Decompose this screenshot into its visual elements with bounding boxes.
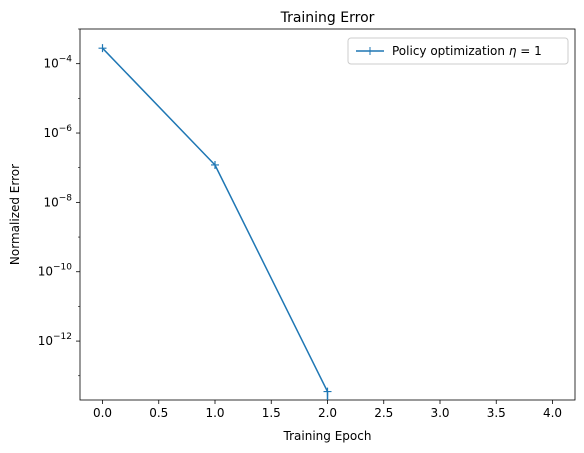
legend-marker-sample — [366, 47, 374, 55]
y-tick-label: 10−4 — [43, 55, 72, 71]
data-point-marker — [323, 387, 332, 396]
legend-entry-label: Policy optimization η = 1 — [392, 44, 542, 58]
y-tick-label: 10−10 — [38, 263, 73, 279]
y-tick-label: 10−12 — [38, 332, 72, 348]
y-tick-label: 10−6 — [43, 124, 72, 140]
legend-label-prefix: Policy optimization — [392, 44, 509, 58]
legend: Policy optimization η = 1 — [347, 37, 569, 65]
series-line — [101, 47, 329, 400]
y-axis-ticks: 10−12 10−10 10−8 10−6 10−4 — [38, 28, 80, 377]
x-tick-label: 2.0 — [318, 406, 337, 420]
chart-title: Training Error — [280, 10, 375, 26]
x-tick-label: 2.5 — [374, 406, 393, 420]
x-tick-label: 1.0 — [205, 406, 224, 420]
x-axis-label: Training Epoch — [283, 429, 372, 443]
data-point-marker — [98, 44, 107, 53]
x-tick-label: 4.0 — [543, 406, 562, 420]
x-axis-ticks: 0.0 0.5 1.0 1.5 2.0 2.5 3.0 3.5 4.0 — [93, 400, 562, 420]
y-tick-label: 10−8 — [43, 193, 72, 209]
legend-label-symbol: η — [509, 44, 517, 58]
x-tick-label: 0.0 — [93, 406, 112, 420]
legend-box — [347, 37, 569, 65]
x-tick-label: 0.5 — [149, 406, 168, 420]
y-axis-label: Normalized Error — [8, 164, 22, 265]
x-tick-label: 3.0 — [430, 406, 449, 420]
x-tick-label: 1.5 — [262, 406, 281, 420]
data-point-marker — [211, 160, 219, 169]
legend-label-suffix: = 1 — [516, 44, 541, 58]
series-layer — [98, 44, 332, 400]
plot-area-frame — [79, 28, 576, 401]
x-tick-label: 3.5 — [487, 406, 506, 420]
